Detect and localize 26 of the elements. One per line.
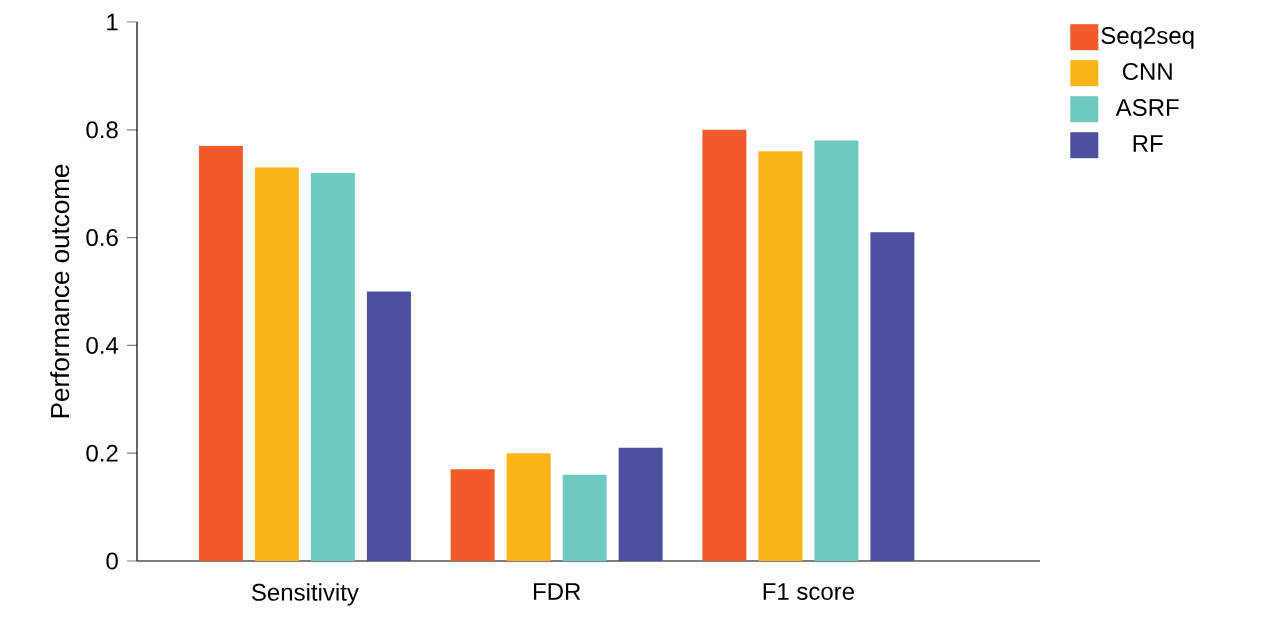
y-tick-label: 0.4 [86, 336, 119, 354]
y-tick-label: 0.8 [86, 121, 118, 139]
bar [506, 453, 551, 561]
bar [702, 129, 747, 561]
legend-label: RF [1133, 135, 1163, 152]
legend-label: Seq2seq [1101, 27, 1194, 49]
bar [310, 172, 355, 561]
legend-label: ASRF [1115, 99, 1179, 117]
legend-label: CNN [1122, 63, 1172, 81]
bar [562, 474, 607, 561]
y-tick-label: 1 [107, 13, 118, 31]
bar [870, 232, 915, 561]
y-axis-title: Performance outcome [50, 164, 70, 418]
y-tick-label: 0.2 [86, 444, 118, 462]
bar [618, 447, 663, 561]
bar [198, 145, 243, 561]
x-tick-label: F1 score [763, 583, 854, 600]
bar [254, 167, 299, 561]
x-tick-label: FDR [533, 583, 581, 600]
bar [450, 469, 495, 561]
y-tick-label: 0.6 [86, 229, 118, 247]
bar [366, 291, 411, 561]
bar [814, 140, 859, 561]
y-tick-label: 0 [106, 552, 118, 570]
x-tick-label: Sensitivity [251, 583, 359, 606]
bar [758, 151, 803, 561]
